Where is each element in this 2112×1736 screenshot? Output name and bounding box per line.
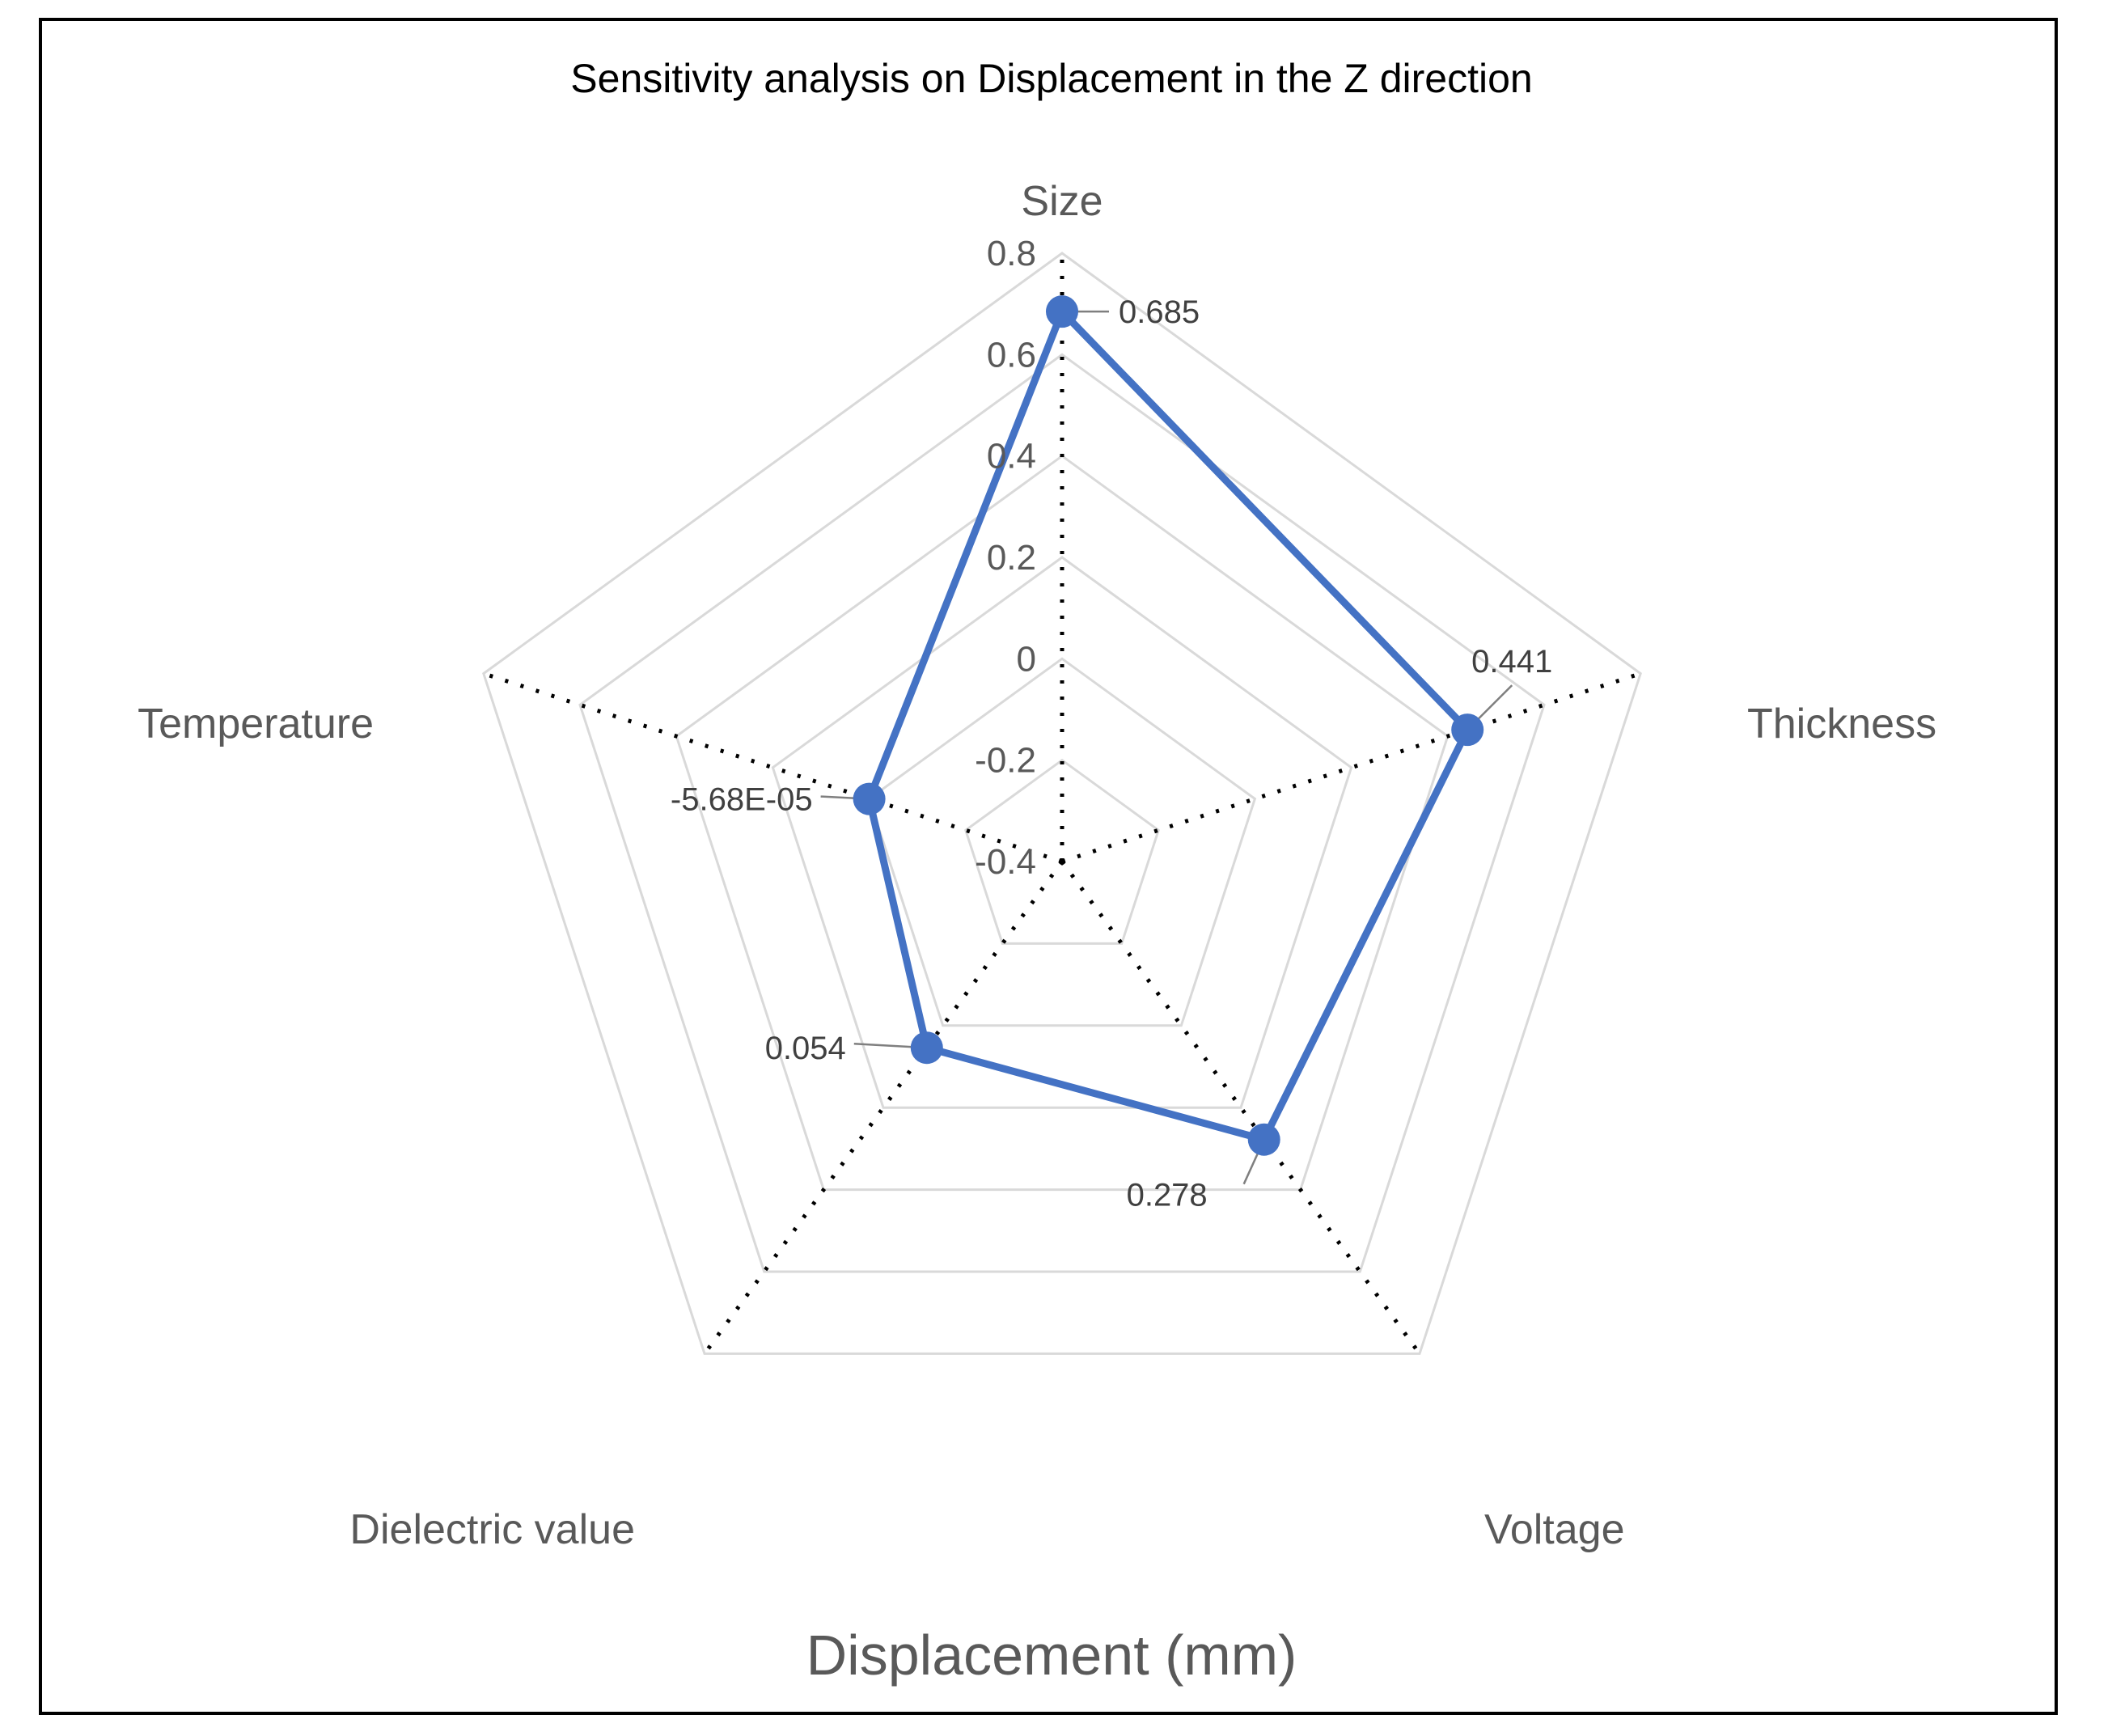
axis-label-temperature: Temperature	[138, 701, 374, 747]
data-label-layer: 0.685 0.441 0.278 0.054 -5.68E-05	[671, 294, 1552, 1213]
data-point-dielectric-value	[910, 1031, 943, 1065]
series-layer	[853, 295, 1484, 1156]
data-label-dielectric-value: 0.054	[765, 1031, 846, 1066]
data-point-size	[1046, 295, 1078, 328]
tick-label: 0.4	[987, 437, 1036, 476]
axis-label-size: Size	[1021, 178, 1103, 225]
tick-label: -0.4	[975, 842, 1036, 882]
data-label-thickness: 0.441	[1471, 644, 1552, 680]
axis-label-layer: Size Thickness Voltage Dielectric value Temp…	[138, 178, 1936, 1553]
tick-label: 0.2	[987, 538, 1036, 578]
axis-label-thickness: Thickness	[1747, 701, 1936, 747]
series-line	[866, 307, 1471, 1144]
tick-label: 0	[1017, 639, 1036, 679]
chart-frame	[39, 18, 2058, 1715]
data-label-size: 0.685	[1119, 294, 1200, 330]
tick-label: -0.2	[975, 741, 1036, 781]
tick-label: 0.6	[987, 335, 1036, 375]
data-point-thickness	[1451, 713, 1484, 747]
data-point-temperature	[853, 782, 886, 815]
axis-label-voltage: Voltage	[1484, 1506, 1625, 1553]
tick-layer: -0.4 -0.2 0 0.2 0.4 0.6 0.8	[975, 234, 1036, 882]
gridline-ring	[482, 252, 1642, 1355]
data-label-voltage: 0.278	[1127, 1178, 1208, 1213]
data-label-temperature: -5.68E-05	[671, 782, 813, 818]
x-axis-label: Displacement (mm)	[806, 1624, 1297, 1687]
gridline-ring	[964, 758, 1160, 945]
chart-title: Sensitivity analysis on Displacement in …	[570, 56, 1532, 101]
gridline-ring	[867, 657, 1257, 1027]
tick-label: 0.8	[987, 234, 1036, 273]
gridline-ring	[771, 556, 1353, 1109]
grid-layer	[482, 252, 1642, 1355]
data-point-voltage	[1247, 1123, 1280, 1156]
gridline-ring	[578, 353, 1546, 1273]
axis-label-dielectric-value: Dielectric value	[349, 1506, 635, 1553]
gridline-ring	[675, 454, 1450, 1192]
